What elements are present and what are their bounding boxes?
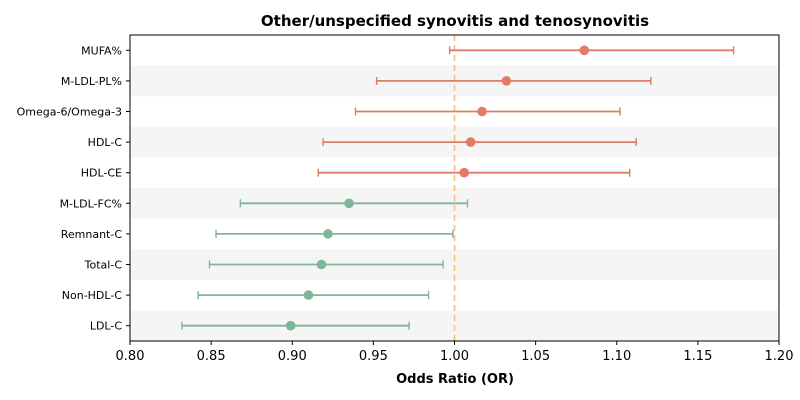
point-estimate [477, 106, 487, 117]
y-tick-label: HDL-CE [81, 167, 122, 180]
y-tick-labels: MUFA% M-LDL-PL% Omega-6/Omega-3 HDL-C HDL-CE… [17, 44, 130, 333]
estimate-m-ldl-pl- [375, 76, 652, 86]
x-tick-label: 1.20 [765, 349, 794, 364]
plot-marks [181, 45, 735, 331]
y-tick-label: Total-C [84, 259, 123, 272]
x-tick-label: 1.00 [440, 349, 469, 364]
y-tick-label: Non-HDL-C [62, 289, 123, 302]
point-estimate [501, 76, 512, 86]
estimate-remnant-c [215, 229, 454, 239]
x-axis-label: Odds Ratio (OR) [396, 372, 514, 387]
point-estimate [303, 290, 314, 300]
estimate-ldl-c [181, 320, 410, 331]
estimate-omega-6-omega-3 [354, 106, 621, 117]
y-tick-label: M-LDL-FC% [60, 197, 122, 210]
point-estimate [285, 320, 296, 331]
estimate-hdl-c [322, 137, 637, 147]
estimate-mufa- [448, 45, 735, 56]
estimate-m-ldl-fc- [239, 198, 469, 209]
point-estimate [579, 45, 590, 56]
chart-title: Other/unspecified synovitis and tenosyno… [261, 12, 649, 30]
estimate-total-c [208, 259, 444, 270]
x-ticks: 0.80 0.85 0.90 0.95 1.00 1.05 1.10 1.15 1.20 [116, 341, 794, 364]
y-tick-label: M-LDL-PL% [61, 75, 122, 88]
estimate-hdl-ce [317, 167, 631, 178]
x-tick-label: 0.95 [359, 349, 388, 364]
x-tick-label: 1.05 [521, 349, 550, 364]
x-tick-label: 1.15 [683, 349, 712, 364]
x-tick-label: 0.80 [116, 349, 145, 364]
point-estimate [323, 229, 333, 239]
y-tick-label: HDL-C [88, 136, 123, 149]
x-tick-label: 1.10 [602, 349, 631, 364]
point-estimate [465, 137, 476, 147]
x-tick-label: 0.90 [278, 349, 307, 364]
point-estimate [316, 259, 327, 270]
point-estimate [344, 198, 354, 209]
y-tick-label: MUFA% [81, 44, 122, 57]
estimate-non-hdl-c [197, 290, 430, 300]
x-tick-label: 0.85 [197, 349, 226, 364]
y-tick-label: Omega-6/Omega-3 [17, 106, 122, 119]
y-tick-label: Remnant-C [61, 228, 123, 241]
point-estimate [459, 167, 470, 178]
y-tick-label: LDL-C [90, 320, 123, 333]
